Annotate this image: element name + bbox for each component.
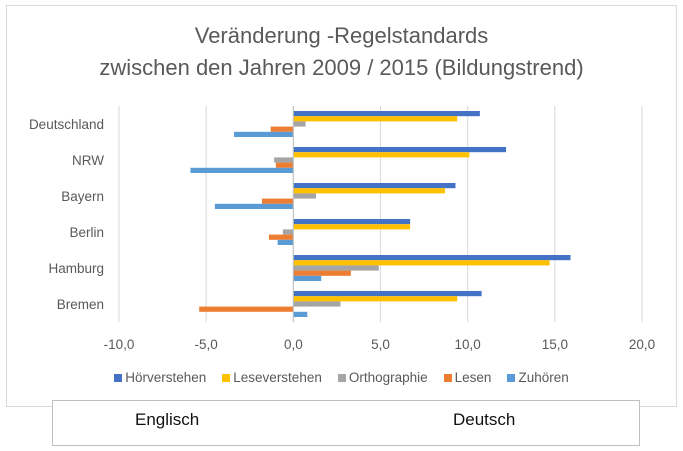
footer-label-englisch: Englisch bbox=[135, 410, 200, 429]
legend-swatch bbox=[114, 374, 123, 382]
bar-leseverstehen-bayern bbox=[293, 188, 446, 194]
legend-swatch bbox=[507, 374, 516, 382]
category-label: Hamburg bbox=[48, 261, 104, 276]
chart-title-line-2: zwischen den Jahren 2009 / 2015 (Bildung… bbox=[99, 55, 584, 80]
bar-lesen-deutschland bbox=[270, 126, 294, 132]
bar-lesen-bayern bbox=[261, 198, 294, 204]
category-label: NRW bbox=[72, 153, 104, 168]
legend-item: Zuhören bbox=[507, 370, 569, 385]
bar-zuhören-deutschland bbox=[234, 131, 294, 137]
legend-swatch bbox=[222, 374, 231, 382]
x-tick-label: 15,0 bbox=[542, 337, 568, 352]
chart-legend: Hörverstehen Leseverstehen Orthographie Les… bbox=[0, 370, 683, 385]
legend-item: Leseverstehen bbox=[222, 370, 322, 385]
bar-orthographie-berlin bbox=[282, 229, 294, 235]
legend-swatch bbox=[443, 374, 452, 382]
category-label: Berlin bbox=[69, 225, 104, 240]
bar-zuhören-bremen bbox=[293, 311, 308, 317]
bar-orthographie-bremen bbox=[293, 301, 341, 307]
bar-lesen-berlin bbox=[268, 234, 294, 240]
bar-hörverstehen-hamburg bbox=[293, 255, 571, 261]
bar-zuhören-berlin bbox=[277, 239, 294, 245]
bar-orthographie-hamburg bbox=[293, 265, 379, 271]
legend-label: Orthographie bbox=[348, 370, 428, 385]
bar-leseverstehen-berlin bbox=[293, 224, 411, 230]
bar-lesen-nrw bbox=[275, 162, 294, 168]
legend-item: Lesen bbox=[443, 370, 492, 385]
legend-swatch bbox=[337, 374, 346, 382]
bar-orthographie-deutschland bbox=[293, 121, 306, 127]
bar-hörverstehen-bremen bbox=[293, 291, 482, 297]
bar-orthographie-nrw bbox=[274, 157, 294, 163]
footer-box: Englisch Deutsch bbox=[52, 400, 640, 446]
legend-item: Orthographie bbox=[337, 370, 428, 385]
legend-label: Lesen bbox=[454, 370, 492, 385]
category-label: Bremen bbox=[57, 297, 104, 312]
bar-leseverstehen-hamburg bbox=[293, 260, 550, 266]
bar-zuhören-hamburg bbox=[293, 275, 322, 281]
legend-label: Hörverstehen bbox=[125, 370, 207, 385]
bar-zuhören-bayern bbox=[214, 203, 294, 209]
legend-label: Leseverstehen bbox=[233, 370, 322, 385]
category-label: Bayern bbox=[61, 189, 104, 204]
bar-hörverstehen-deutschland bbox=[293, 111, 480, 117]
chart-frame bbox=[6, 5, 677, 407]
category-label: Deutschland bbox=[29, 117, 104, 132]
x-tick-label: 20,0 bbox=[629, 337, 655, 352]
x-tick-label: 10,0 bbox=[455, 337, 481, 352]
chart-title-line-1: Veränderung -Regelstandards bbox=[194, 23, 489, 48]
bar-orthographie-bayern bbox=[293, 193, 316, 199]
bar-hörverstehen-bayern bbox=[293, 183, 456, 189]
chart-title: Veränderung -Regelstandards zwischen den… bbox=[0, 20, 683, 84]
legend-label: Zuhören bbox=[518, 370, 569, 385]
bar-hörverstehen-berlin bbox=[293, 219, 411, 225]
bar-zuhören-nrw bbox=[190, 167, 294, 173]
x-tick-label: -5,0 bbox=[195, 337, 218, 352]
bar-hörverstehen-nrw bbox=[293, 147, 507, 153]
x-tick-label: -10,0 bbox=[104, 337, 135, 352]
bar-lesen-bremen bbox=[199, 306, 294, 312]
bar-lesen-hamburg bbox=[293, 270, 351, 276]
x-tick-label: 5,0 bbox=[371, 337, 390, 352]
footer-label-deutsch: Deutsch bbox=[453, 410, 516, 429]
bar-leseverstehen-nrw bbox=[293, 152, 470, 158]
bar-leseverstehen-deutschland bbox=[293, 116, 458, 122]
x-tick-label: 0,0 bbox=[284, 337, 303, 352]
legend-item: Hörverstehen bbox=[114, 370, 206, 385]
bar-leseverstehen-bremen bbox=[293, 296, 458, 302]
